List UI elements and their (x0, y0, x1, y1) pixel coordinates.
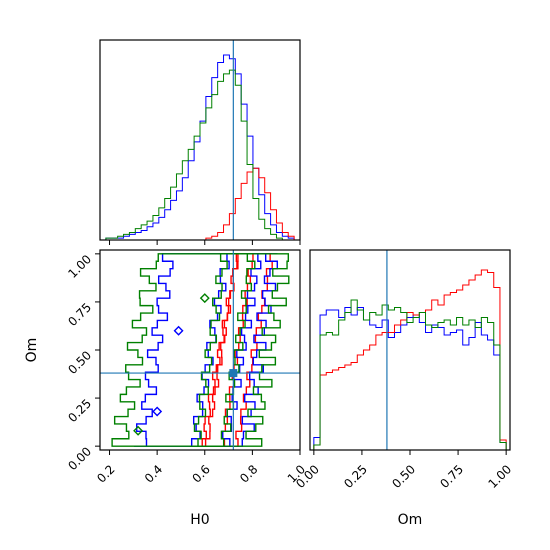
contour-5 (111, 253, 290, 447)
h0-tick-label: 0.2 (94, 462, 117, 485)
om-tick-label: 0.00 (65, 444, 94, 473)
xlabel-om: Om (398, 512, 423, 528)
ylabel-om: Om (24, 338, 40, 363)
h0-hist-series-2 (100, 69, 300, 241)
om-tick-label: 0.75 (65, 300, 94, 329)
om-histogram-panel: 0.00 0.25 0.50 0.75 1.00 (293, 249, 514, 491)
contour-island-1 (173, 325, 184, 336)
om-hist-tick-label: 0.25 (341, 462, 370, 491)
xlabel-h0: H0 (190, 512, 209, 528)
om-hist-series-2 (313, 299, 507, 450)
contour-island-3 (199, 293, 210, 304)
om-tick-label: 0.50 (65, 348, 94, 377)
om-hist-series-1 (313, 269, 507, 450)
om-hist-series-0 (313, 307, 507, 450)
h0-tick-label: 0.8 (237, 462, 260, 485)
om-tick-label: 1.00 (65, 252, 94, 281)
om-hist-frame (309, 249, 511, 451)
h0-hist-frame (99, 39, 301, 241)
contour-island-0 (133, 425, 144, 436)
h0-histogram-panel (99, 39, 301, 245)
h0-tick-label: 0.6 (189, 462, 212, 485)
h0-hist-series-0 (100, 54, 300, 241)
om-hist-tick-label: 0.50 (389, 462, 418, 491)
h0-hist-series-1 (100, 167, 300, 241)
contour-island-2 (152, 406, 163, 417)
h0-tick-label: 0.4 (142, 462, 165, 485)
om-hist-tick-label: 0.75 (437, 462, 466, 491)
om-vs-h0-contour-panel: 0.2 0.4 0.6 0.8 1.00.000.250.500.751.00 (65, 249, 308, 486)
om-tick-label: 0.25 (65, 396, 94, 425)
truth-marker (229, 369, 238, 378)
om-hist-tick-label: 1.00 (485, 462, 514, 491)
